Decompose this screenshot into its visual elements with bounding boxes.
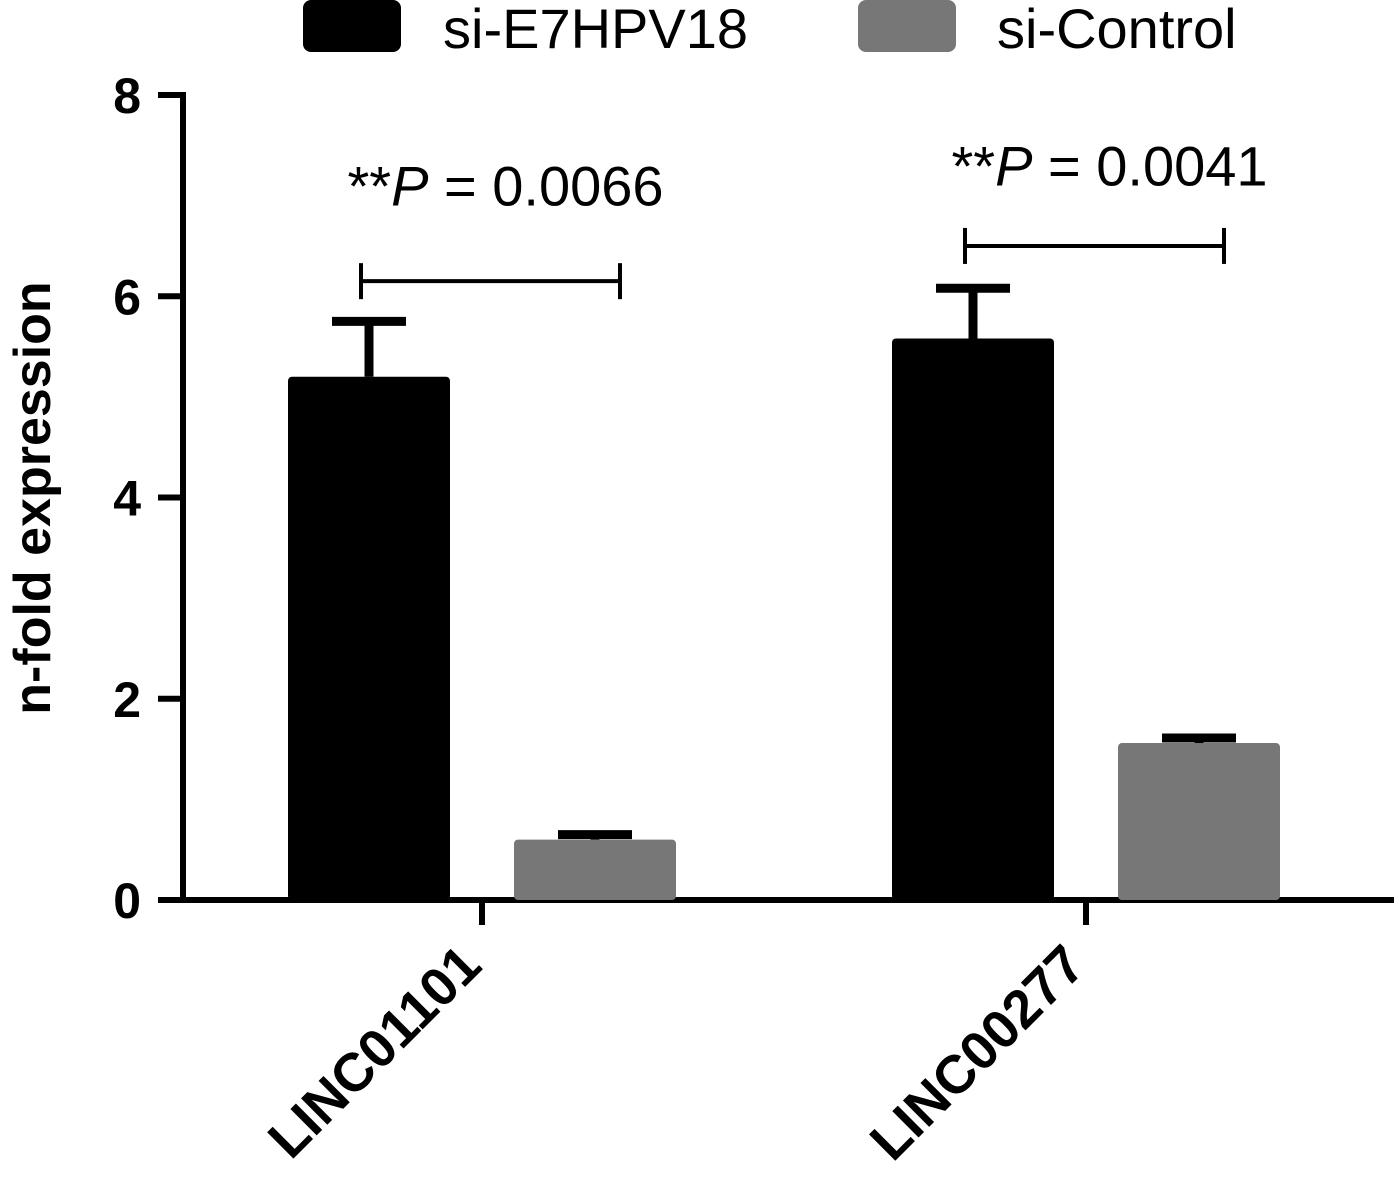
legend-label: si-E7HPV18	[443, 0, 748, 60]
y-tick-label: 0	[113, 873, 141, 929]
bar-si-E7HPV18-LINC01101	[288, 376, 450, 900]
y-tick-label: 4	[113, 471, 141, 527]
y-axis-label: n-fold expression	[4, 281, 62, 714]
bars	[288, 283, 1280, 900]
legend: si-E7HPV18 si-Control	[303, 0, 1237, 60]
y-tick-label: 6	[113, 269, 141, 325]
legend-label: si-Control	[997, 0, 1237, 60]
p-symbol: P	[995, 134, 1032, 197]
p-value-annotation: **P = 0.0066	[347, 155, 663, 218]
p-value: = 0.0066	[428, 155, 663, 218]
x-tick-label: LINC01101	[257, 934, 493, 1170]
p-symbol: P	[391, 155, 428, 218]
significance-stars: **	[347, 155, 391, 218]
bar-si-Control-LINC01101	[514, 839, 676, 900]
legend-swatch-si-Control	[858, 0, 956, 52]
y-tick-label: 2	[113, 672, 141, 728]
x-axis: LINC01101 LINC00277	[180, 897, 1394, 1172]
legend-swatch-si-E7HPV18	[303, 0, 401, 52]
y-axis: 0 2 4 6 8	[113, 68, 186, 929]
bar-si-E7HPV18-LINC00277	[892, 338, 1054, 900]
significance-stars: **	[951, 134, 995, 197]
significance-annotations: **P = 0.0066 **P = 0.0041	[347, 134, 1268, 300]
x-tick-label: LINC00277	[859, 934, 1097, 1172]
bar-si-Control-LINC00277	[1118, 743, 1280, 900]
y-tick-label: 8	[113, 68, 141, 124]
p-value-annotation: **P = 0.0041	[951, 134, 1267, 197]
p-value: = 0.0041	[1032, 134, 1267, 197]
